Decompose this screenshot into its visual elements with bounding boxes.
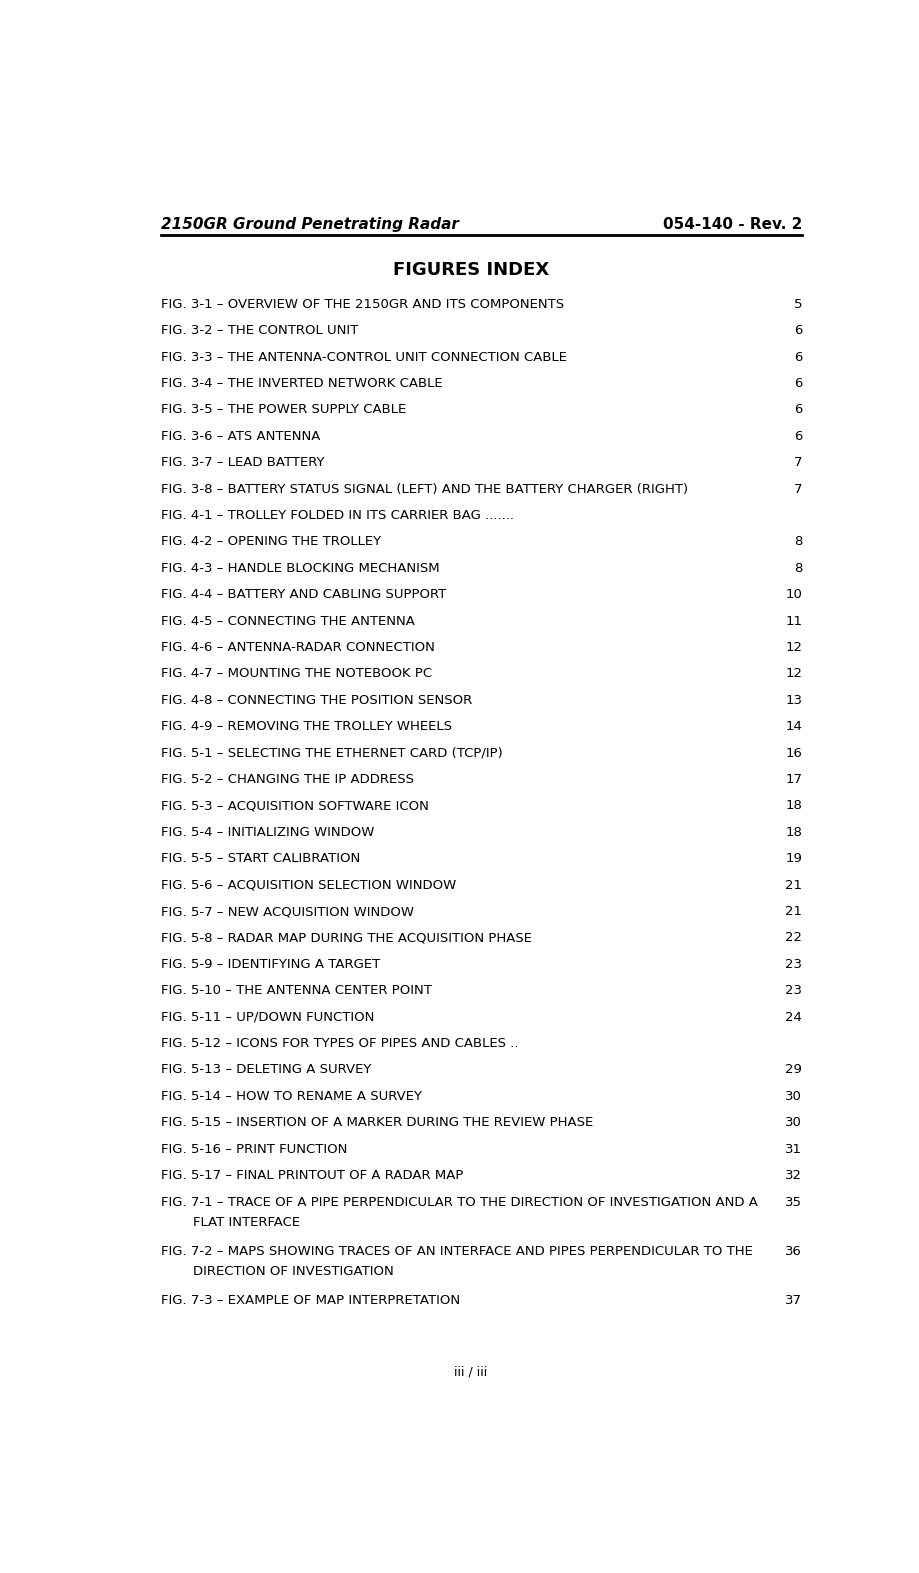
Text: FIG. 5-16 – PRINT FUNCTION: FIG. 5-16 – PRINT FUNCTION [161, 1142, 347, 1156]
Text: FIG. 5-13 – DELETING A SURVEY: FIG. 5-13 – DELETING A SURVEY [161, 1063, 376, 1076]
Text: 7: 7 [794, 483, 802, 495]
Text: FIG. 5-10 – THE ANTENNA CENTER POINT: FIG. 5-10 – THE ANTENNA CENTER POINT [161, 985, 437, 997]
Text: 36: 36 [786, 1244, 802, 1257]
Text: 12: 12 [785, 642, 802, 654]
Text: FIG. 5-15 – INSERTION OF A MARKER DURING THE REVIEW PHASE: FIG. 5-15 – INSERTION OF A MARKER DURING… [161, 1117, 597, 1129]
Text: FIG. 3-1 – OVERVIEW OF THE 2150GR AND ITS COMPONENTS: FIG. 3-1 – OVERVIEW OF THE 2150GR AND IT… [161, 297, 564, 311]
Text: iii / iii: iii / iii [454, 1365, 488, 1378]
Text: FIG. 4-3 – HANDLE BLOCKING MECHANISM: FIG. 4-3 – HANDLE BLOCKING MECHANISM [161, 562, 444, 574]
Text: FIG. 5-14 – HOW TO RENAME A SURVEY: FIG. 5-14 – HOW TO RENAME A SURVEY [161, 1090, 426, 1103]
Text: 21: 21 [785, 904, 802, 919]
Text: FIG. 5-7 – NEW ACQUISITION WINDOW: FIG. 5-7 – NEW ACQUISITION WINDOW [161, 904, 418, 919]
Text: 054-140 - Rev. 2: 054-140 - Rev. 2 [663, 217, 802, 231]
Text: FIG. 5-17 – FINAL PRINTOUT OF A RADAR MAP: FIG. 5-17 – FINAL PRINTOUT OF A RADAR MA… [161, 1169, 463, 1183]
Text: FLAT INTERFACE: FLAT INTERFACE [193, 1216, 301, 1229]
Text: 2150GR Ground Penetrating Radar: 2150GR Ground Penetrating Radar [161, 217, 460, 231]
Text: 31: 31 [785, 1142, 802, 1156]
Text: FIG. 5-8 – RADAR MAP DURING THE ACQUISITION PHASE: FIG. 5-8 – RADAR MAP DURING THE ACQUISIT… [161, 931, 532, 944]
Text: 5: 5 [794, 297, 802, 311]
Text: 6: 6 [794, 324, 802, 337]
Text: FIG. 7-2 – MAPS SHOWING TRACES OF AN INTERFACE AND PIPES PERPENDICULAR TO THE: FIG. 7-2 – MAPS SHOWING TRACES OF AN INT… [161, 1244, 753, 1257]
Text: FIG. 3-7 – LEAD BATTERY: FIG. 3-7 – LEAD BATTERY [161, 456, 324, 469]
Text: 8: 8 [794, 535, 802, 549]
Text: FIG. 3-8 – BATTERY STATUS SIGNAL (LEFT) AND THE BATTERY CHARGER (RIGHT): FIG. 3-8 – BATTERY STATUS SIGNAL (LEFT) … [161, 483, 693, 495]
Text: 14: 14 [786, 720, 802, 733]
Text: 18: 18 [786, 826, 802, 838]
Text: 24: 24 [786, 1011, 802, 1024]
Text: FIGURES INDEX: FIGURES INDEX [392, 261, 550, 280]
Text: FIG. 5-9 – IDENTIFYING A TARGET: FIG. 5-9 – IDENTIFYING A TARGET [161, 958, 380, 971]
Text: FIG. 4-4 – BATTERY AND CABLING SUPPORT: FIG. 4-4 – BATTERY AND CABLING SUPPORT [161, 588, 450, 601]
Text: 6: 6 [794, 429, 802, 442]
Text: 23: 23 [785, 985, 802, 997]
Text: FIG. 3-6 – ATS ANTENNA: FIG. 3-6 – ATS ANTENNA [161, 429, 321, 442]
Text: 21: 21 [785, 879, 802, 892]
Text: FIG. 5-11 – UP/DOWN FUNCTION: FIG. 5-11 – UP/DOWN FUNCTION [161, 1011, 375, 1024]
Text: FIG. 5-2 – CHANGING THE IP ADDRESS: FIG. 5-2 – CHANGING THE IP ADDRESS [161, 772, 414, 786]
Text: 29: 29 [786, 1063, 802, 1076]
Text: FIG. 4-1 – TROLLEY FOLDED IN ITS CARRIER BAG .......: FIG. 4-1 – TROLLEY FOLDED IN ITS CARRIER… [161, 510, 518, 522]
Text: FIG. 5-1 – SELECTING THE ETHERNET CARD (TCP/IP): FIG. 5-1 – SELECTING THE ETHERNET CARD (… [161, 747, 503, 760]
Text: 37: 37 [785, 1293, 802, 1307]
Text: FIG. 5-6 – ACQUISITION SELECTION WINDOW: FIG. 5-6 – ACQUISITION SELECTION WINDOW [161, 879, 457, 892]
Text: FIG. 5-12 – ICONS FOR TYPES OF PIPES AND CABLES ..: FIG. 5-12 – ICONS FOR TYPES OF PIPES AND… [161, 1037, 523, 1051]
Text: FIG. 7-1 – TRACE OF A PIPE PERPENDICULAR TO THE DIRECTION OF INVESTIGATION AND A: FIG. 7-1 – TRACE OF A PIPE PERPENDICULAR… [161, 1195, 758, 1208]
Text: FIG. 4-9 – REMOVING THE TROLLEY WHEELS: FIG. 4-9 – REMOVING THE TROLLEY WHEELS [161, 720, 457, 733]
Text: FIG. 3-5 – THE POWER SUPPLY CABLE: FIG. 3-5 – THE POWER SUPPLY CABLE [161, 403, 411, 417]
Text: 6: 6 [794, 378, 802, 390]
Text: 35: 35 [785, 1195, 802, 1208]
Text: 11: 11 [785, 615, 802, 628]
Text: 10: 10 [786, 588, 802, 601]
Text: 22: 22 [785, 931, 802, 944]
Text: 19: 19 [786, 853, 802, 865]
Text: FIG. 5-4 – INITIALIZING WINDOW: FIG. 5-4 – INITIALIZING WINDOW [161, 826, 375, 838]
Text: 13: 13 [785, 694, 802, 706]
Text: FIG. 5-3 – ACQUISITION SOFTWARE ICON: FIG. 5-3 – ACQUISITION SOFTWARE ICON [161, 799, 429, 812]
Text: 6: 6 [794, 351, 802, 363]
Text: 7: 7 [794, 456, 802, 469]
Text: 17: 17 [785, 772, 802, 786]
Text: 8: 8 [794, 562, 802, 574]
Text: FIG. 7-3 – EXAMPLE OF MAP INTERPRETATION: FIG. 7-3 – EXAMPLE OF MAP INTERPRETATION [161, 1293, 464, 1307]
Text: FIG. 3-3 – THE ANTENNA-CONTROL UNIT CONNECTION CABLE: FIG. 3-3 – THE ANTENNA-CONTROL UNIT CONN… [161, 351, 572, 363]
Text: 18: 18 [786, 799, 802, 812]
Text: FIG. 4-7 – MOUNTING THE NOTEBOOK PC: FIG. 4-7 – MOUNTING THE NOTEBOOK PC [161, 667, 437, 681]
Text: FIG. 3-4 – THE INVERTED NETWORK CABLE: FIG. 3-4 – THE INVERTED NETWORK CABLE [161, 378, 447, 390]
Text: 6: 6 [794, 403, 802, 417]
Text: 16: 16 [786, 747, 802, 760]
Text: 32: 32 [785, 1169, 802, 1183]
Text: FIG. 4-8 – CONNECTING THE POSITION SENSOR: FIG. 4-8 – CONNECTING THE POSITION SENSO… [161, 694, 472, 706]
Text: 23: 23 [785, 958, 802, 971]
Text: 30: 30 [786, 1117, 802, 1129]
Text: 12: 12 [785, 667, 802, 681]
Text: FIG. 3-2 – THE CONTROL UNIT: FIG. 3-2 – THE CONTROL UNIT [161, 324, 363, 337]
Text: FIG. 4-2 – OPENING THE TROLLEY: FIG. 4-2 – OPENING THE TROLLEY [161, 535, 386, 549]
Text: DIRECTION OF INVESTIGATION: DIRECTION OF INVESTIGATION [193, 1265, 394, 1277]
Text: FIG. 4-6 – ANTENNA-RADAR CONNECTION: FIG. 4-6 – ANTENNA-RADAR CONNECTION [161, 642, 439, 654]
Text: FIG. 4-5 – CONNECTING THE ANTENNA: FIG. 4-5 – CONNECTING THE ANTENNA [161, 615, 415, 628]
Text: FIG. 5-5 – START CALIBRATION: FIG. 5-5 – START CALIBRATION [161, 853, 365, 865]
Text: 30: 30 [786, 1090, 802, 1103]
